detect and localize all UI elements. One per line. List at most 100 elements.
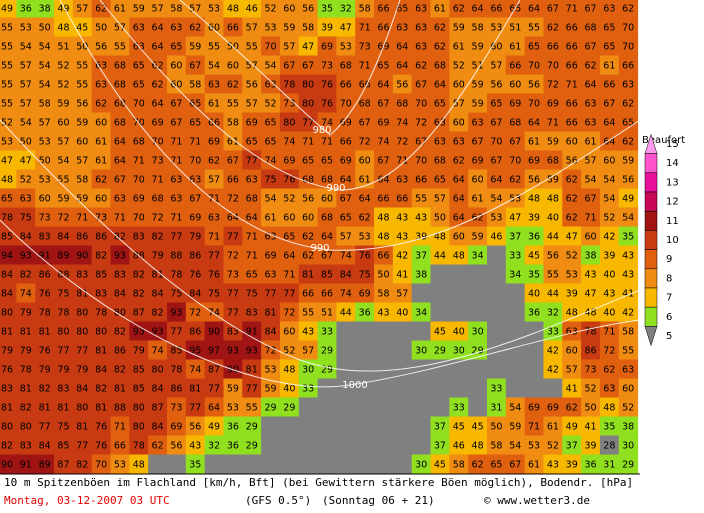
grid-cell xyxy=(110,397,130,417)
grid-cell xyxy=(392,321,413,341)
cell-value: 57 xyxy=(20,80,32,91)
grid-cell xyxy=(167,169,187,189)
isobar-label: 990 xyxy=(326,183,345,194)
cell-value: 62 xyxy=(453,156,465,167)
grid-cell xyxy=(72,397,93,417)
grid-cell xyxy=(392,188,413,208)
cell-value: 61 xyxy=(528,137,540,148)
legend-swatch xyxy=(644,306,658,327)
grid-cell xyxy=(72,321,93,341)
grid-cell xyxy=(91,0,112,18)
grid-cell xyxy=(411,36,432,56)
cell-value: 69 xyxy=(170,422,182,433)
legend-label: 15 xyxy=(666,139,679,150)
cell-value: 66 xyxy=(377,194,389,205)
cell-value: 60 xyxy=(227,61,239,72)
cell-value: 71 xyxy=(584,213,596,224)
cell-value: 64 xyxy=(490,175,502,186)
grid-cell xyxy=(261,283,281,303)
cell-value: 35 xyxy=(622,232,634,243)
cell-value: 72 xyxy=(415,118,427,129)
cell-value: 40 xyxy=(547,213,559,224)
grid-cell xyxy=(110,264,130,284)
grid-cell xyxy=(223,245,243,265)
grid-cell xyxy=(35,207,55,227)
cell-value: 70 xyxy=(415,156,427,167)
cell-value: 69 xyxy=(547,99,559,110)
cell-value: 66 xyxy=(114,441,126,452)
grid-cell xyxy=(355,264,375,284)
grid-cell xyxy=(543,416,563,436)
grid-cell xyxy=(487,321,507,341)
cell-value: 64 xyxy=(453,175,465,186)
grid-cell xyxy=(618,302,639,322)
cell-value: 59 xyxy=(472,80,484,91)
grid-cell xyxy=(167,340,187,360)
cell-value: 48 xyxy=(566,308,578,319)
cell-value: 68 xyxy=(114,61,126,72)
grid-cell xyxy=(242,55,262,75)
grid-cell xyxy=(72,264,93,284)
cell-value: 52 xyxy=(20,175,32,186)
grid-cell xyxy=(505,264,526,284)
cell-value: 56 xyxy=(528,80,540,91)
cell-value: 54 xyxy=(57,156,69,167)
grid-cell xyxy=(562,0,582,18)
grid-cell xyxy=(0,302,17,322)
grid-cell xyxy=(223,321,243,341)
grid-cell xyxy=(581,188,601,208)
grid-cell xyxy=(392,264,413,284)
cell-value: 64 xyxy=(152,23,164,34)
cell-value: 68 xyxy=(114,80,126,91)
grid-cell xyxy=(618,207,639,227)
grid-cell xyxy=(261,302,281,322)
grid-cell xyxy=(167,0,187,18)
cell-value: 53 xyxy=(39,175,51,186)
grid-cell xyxy=(298,188,319,208)
grid-cell xyxy=(468,74,488,94)
grid-cell xyxy=(581,302,601,322)
cell-value: 62 xyxy=(95,175,107,186)
grid-cell xyxy=(581,74,601,94)
cell-value: 63 xyxy=(434,137,446,148)
cell-value: 84 xyxy=(152,422,164,433)
cell-value: 74 xyxy=(340,251,352,262)
grid-cell xyxy=(411,416,432,436)
grid-cell xyxy=(505,226,526,246)
grid-cell xyxy=(298,321,319,341)
cell-value: 63 xyxy=(264,232,276,243)
grid-cell xyxy=(374,74,394,94)
grid-cell xyxy=(599,340,620,360)
grid-cell xyxy=(223,435,243,455)
cell-value: 74 xyxy=(283,137,295,148)
grid-cell xyxy=(35,17,55,37)
cell-value: 42 xyxy=(622,308,634,319)
grid-cell xyxy=(618,188,639,208)
grid-cell xyxy=(148,17,168,37)
grid-cell xyxy=(618,17,639,37)
cell-value: 36 xyxy=(227,422,239,433)
grid-cell xyxy=(430,378,450,398)
cell-value: 73 xyxy=(321,61,333,72)
grid-cell xyxy=(148,207,168,227)
grid-cell xyxy=(185,321,206,341)
grid-cell xyxy=(581,321,601,341)
cell-value: 36 xyxy=(528,308,540,319)
cell-value: 93 xyxy=(227,346,239,357)
grid-cell xyxy=(487,150,507,170)
grid-cell xyxy=(110,74,130,94)
cell-value: 77 xyxy=(227,308,239,319)
cell-value: 57 xyxy=(396,289,408,300)
grid-cell xyxy=(430,188,450,208)
cell-value: 82 xyxy=(95,251,107,262)
grid-cell xyxy=(54,454,74,474)
grid-cell xyxy=(618,131,639,151)
grid-cell xyxy=(430,17,450,37)
cell-value: 56 xyxy=(189,422,201,433)
cell-value: 76 xyxy=(189,270,201,281)
grid-cell xyxy=(581,169,601,189)
cell-value: 63 xyxy=(415,4,427,15)
grid-cell xyxy=(54,359,74,379)
legend-label: 8 xyxy=(666,273,672,284)
cell-value: 84 xyxy=(20,232,32,243)
